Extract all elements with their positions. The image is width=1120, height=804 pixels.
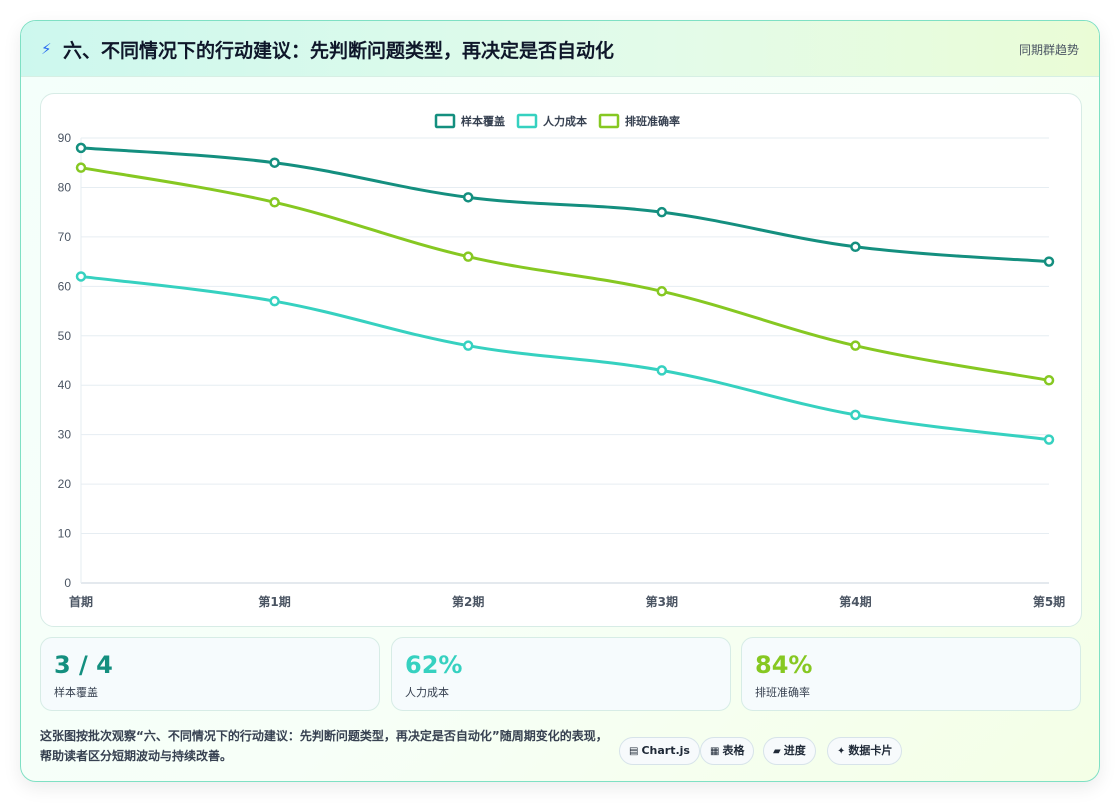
legend-swatch [598,113,620,129]
pill-data-card[interactable]: ✦ 数据卡片 [827,737,903,765]
data-point [656,365,668,376]
y-tick-label: 50 [58,329,72,343]
pill-label: Chart.js [641,744,690,757]
pill-label: 数据卡片 [848,744,893,757]
y-tick-label: 70 [58,230,72,244]
data-point [269,295,280,307]
data-point [75,271,87,282]
data-point [656,206,668,218]
y-tick-label: 60 [58,279,72,293]
y-tick-label: 30 [58,428,72,442]
data-point [462,251,474,262]
main-card: ⚡ 六、不同情况下的行动建议：先判断问题类型，再决定是否自动化 同期群趋势 0 1… [20,20,1100,782]
x-tick-label: 首期 [69,594,93,609]
y-tick-label: 10 [58,527,72,541]
stat-label: 样本覆盖 [54,686,98,699]
stat-label: 人力成本 [405,686,449,699]
data-point [1043,375,1055,386]
pill-progress[interactable]: ▰ 进度 [763,737,816,765]
legend-label: 样本覆盖 [461,114,505,128]
lightning-icon: ⚡ [41,40,52,58]
data-point [75,162,87,173]
stat-value: 3 / 4 [54,651,113,679]
data-point [850,241,861,253]
data-point [1043,256,1055,267]
pill-chartjs[interactable]: ▤ Chart.js [619,737,700,765]
data-point [269,197,280,208]
pill-table[interactable]: ▦ 表格 [700,737,755,765]
x-tick-label: 第5期 [1033,594,1065,609]
data-point [269,157,280,168]
legend-label: 排班准确率 [625,114,680,128]
legend-swatch [516,113,538,129]
y-tick-label: 20 [58,477,72,491]
sparkle-icon: ✦ [837,746,846,757]
y-tick-label: 80 [58,180,72,194]
page-title: 六、不同情况下的行动建议：先判断问题类型，再决定是否自动化 [63,40,615,62]
chart-container: 0 10 20 30 40 50 60 70 80 90 首期 第1期 第2期 第3期 第4期 第5期 样本覆盖… [40,93,1082,627]
y-tick-label: 40 [58,378,72,392]
line-chart: 0 10 20 30 40 50 60 70 80 90 首期 第1期 第2期 第3期 第4期 第5期 样本覆盖… [58,113,1065,609]
data-point [1043,434,1055,445]
pill-label: 表格 [722,744,745,757]
stat-card-accuracy: 84% 排班准确率 [741,637,1081,711]
y-tick-label: 0 [64,576,71,590]
data-point [656,286,668,297]
header: ⚡ 六、不同情况下的行动建议：先判断问题类型，再决定是否自动化 同期群趋势 [21,21,1099,77]
y-tick-label: 90 [58,131,72,145]
x-tick-label: 第2期 [452,594,484,609]
series-line-0 [80,146,1050,264]
data-point [462,340,474,351]
x-tick-label: 第4期 [839,594,871,609]
stat-value: 84% [755,651,813,679]
table-icon: ▦ [710,746,720,757]
legend-label: 人力成本 [543,114,587,128]
progress-icon: ▰ [773,746,781,757]
series-line-2 [80,166,1050,382]
header-tag: 同期群趋势 [1018,43,1079,57]
x-tick-label: 第3期 [646,594,678,609]
legend-swatch [434,113,456,129]
chart-description: 这张图按批次观察“六、不同情况下的行动建议：先判断问题类型，再决定是否自动化”随… [40,729,608,763]
data-point [75,142,87,154]
data-point [850,409,861,421]
data-point [462,192,474,203]
data-point [850,340,861,351]
chart-icon: ▤ [629,746,639,757]
stat-value: 62% [405,651,463,679]
pill-label: 进度 [783,744,806,757]
stat-card-cost: 62% 人力成本 [391,637,731,711]
x-tick-label: 第1期 [258,594,290,609]
stat-label: 排班准确率 [755,686,810,699]
stat-card-coverage: 3 / 4 样本覆盖 [40,637,380,711]
series-line-1 [80,274,1050,442]
